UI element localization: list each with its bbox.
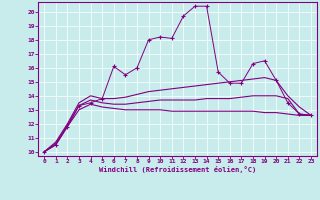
X-axis label: Windchill (Refroidissement éolien,°C): Windchill (Refroidissement éolien,°C) xyxy=(99,166,256,173)
